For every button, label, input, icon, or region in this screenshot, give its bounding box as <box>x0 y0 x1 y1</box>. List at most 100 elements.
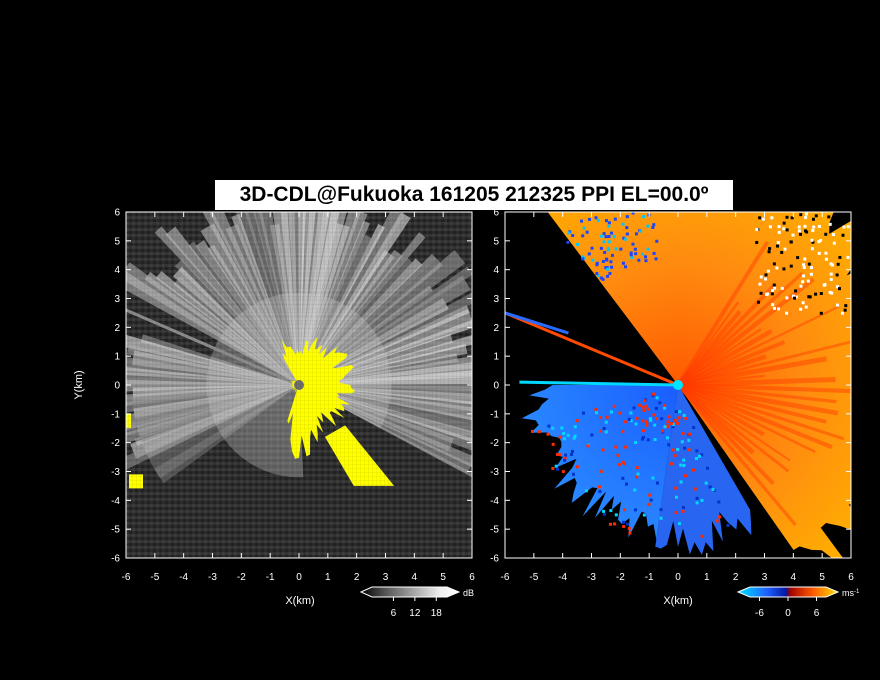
velocity-speckle <box>695 496 699 500</box>
velocity-speckle <box>782 267 786 271</box>
velocity-speckle <box>641 419 645 423</box>
velocity-speckle <box>843 216 847 220</box>
velocity-streak <box>677 340 786 387</box>
velocity-speckle <box>601 448 605 452</box>
velocity-speckle <box>817 240 821 244</box>
y-tick-label: 6 <box>493 208 499 219</box>
velocity-speckle <box>802 263 806 267</box>
velocity-speckle <box>830 263 834 267</box>
velocity-speckle <box>772 283 776 287</box>
y-tick-label: -1 <box>111 409 120 420</box>
velocity-speckle <box>625 232 629 236</box>
velocity-speckle <box>681 432 685 436</box>
x-tick-label: 2 <box>354 572 360 583</box>
velocity-speckle <box>649 194 652 197</box>
velocity-speckle <box>635 475 639 479</box>
velocity-speckle <box>635 466 639 470</box>
velocity-speckle <box>835 273 839 277</box>
velocity-speckle <box>594 407 598 411</box>
velocity-speckle <box>599 469 603 473</box>
x-tick-label: 6 <box>469 572 475 583</box>
velocity-speckle <box>665 424 669 428</box>
x-tick-label: -1 <box>645 572 654 583</box>
velocity-speckle <box>652 251 656 255</box>
x-tick-label: -1 <box>266 572 275 583</box>
y-tick-label: 4 <box>114 265 120 276</box>
velocity-speckle <box>799 213 803 217</box>
y-tick-label: -4 <box>490 496 499 507</box>
velocity-speckle <box>595 411 599 415</box>
velocity-speckle <box>715 519 719 523</box>
velocity-speckle <box>772 306 776 310</box>
velocity-speckle <box>649 418 653 422</box>
velocity-speckle <box>613 203 616 206</box>
velocity-streak <box>676 329 773 387</box>
velocity-speckle <box>621 222 625 226</box>
velocity-speckle <box>603 512 607 516</box>
y-tick-label: -3 <box>111 467 120 478</box>
y-tick-label: 0 <box>493 381 499 392</box>
velocity-speckle <box>555 467 559 471</box>
velocity-speckle <box>607 224 611 228</box>
velocity-speckle <box>771 303 775 307</box>
velocity-speckle <box>663 406 667 410</box>
velocity-speckle <box>767 250 771 254</box>
velocity-speckle <box>571 234 575 238</box>
x-tick-label: -4 <box>179 572 188 583</box>
velocity-speckle <box>674 486 678 490</box>
velocity-speckle <box>799 307 803 311</box>
y-tick-label: -5 <box>111 525 120 536</box>
velocity-speckle <box>843 308 847 312</box>
velocity-speckle <box>823 283 827 287</box>
velocity-speckle <box>824 257 828 261</box>
velocity-speckle <box>609 410 613 414</box>
velocity-speckle <box>604 420 608 424</box>
velocity-speckle <box>674 410 678 414</box>
velocity-streak <box>677 383 816 454</box>
velocity-speckle <box>836 303 840 307</box>
velocity-speckle <box>700 534 704 538</box>
velocity-speckle <box>829 272 833 276</box>
velocity-speckle <box>591 258 595 262</box>
velocity-speckle <box>775 244 779 248</box>
velocity-speckle <box>634 441 638 445</box>
velocity-speckle <box>646 407 650 411</box>
velocity-speckle <box>607 240 611 244</box>
velocity-speckle <box>814 214 818 218</box>
velocity-speckle <box>681 506 685 510</box>
velocity-streak <box>677 382 851 394</box>
velocity-speckle <box>765 292 769 296</box>
velocity-speckle <box>655 417 659 421</box>
velocity-speckle <box>802 266 806 270</box>
velocity-speckle <box>629 411 633 415</box>
velocity-streak <box>677 384 791 462</box>
velocity-speckle <box>619 247 623 251</box>
velocity-speckle <box>646 438 650 442</box>
velocity-speckle <box>631 242 635 246</box>
velocity-speckle <box>641 436 645 440</box>
velocity-speckle <box>640 437 644 441</box>
velocity-speckle <box>811 240 815 244</box>
velocity-speckle <box>780 250 784 254</box>
velocity-speckle <box>551 466 555 470</box>
velocity-speckle <box>558 452 562 456</box>
velocity-speckle <box>599 234 603 238</box>
velocity-speckle <box>645 423 649 427</box>
velocity-speckle <box>562 437 566 441</box>
velocity-speckle <box>814 292 818 296</box>
velocity-speckle <box>639 229 643 233</box>
velocity-speckle <box>819 292 823 296</box>
velocity-streak <box>676 310 742 387</box>
velocity-speckle <box>675 495 679 499</box>
velocity-speckle <box>590 433 594 437</box>
velocity-speckle <box>638 403 642 407</box>
velocity-speckle <box>799 284 803 288</box>
velocity-streak <box>677 382 839 416</box>
velocity-speckle <box>604 235 608 239</box>
velocity-speckle <box>844 304 848 308</box>
velocity-speckle <box>651 476 655 480</box>
velocity-speckle <box>807 262 811 266</box>
velocity-speckle <box>570 452 574 456</box>
velocity-speckle <box>812 225 816 229</box>
y-tick-label: -2 <box>490 438 499 449</box>
